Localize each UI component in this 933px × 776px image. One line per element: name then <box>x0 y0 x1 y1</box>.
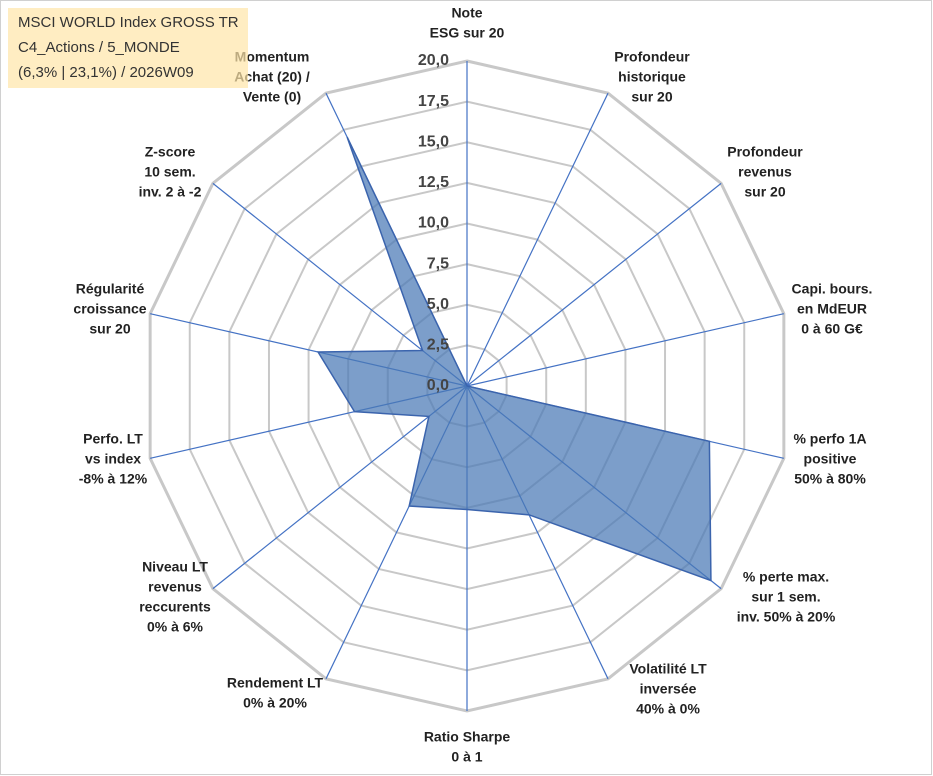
chart-title: MSCI WORLD Index GROSS TR <box>18 14 239 31</box>
category-label: Rendement LT <box>227 675 324 691</box>
category-label: revenus <box>148 579 202 595</box>
axis-spoke <box>466 313 784 387</box>
category-label: historique <box>618 69 686 85</box>
tick-label: 17,5 <box>418 93 449 110</box>
chart-title: (6,3% | 23,1%) / 2026W09 <box>18 64 194 81</box>
category-label: 0% à 20% <box>243 695 307 711</box>
category-label: inv. 50% à 20% <box>737 609 836 625</box>
tick-label: 0,0 <box>427 377 449 394</box>
category-label: Volatilité LT <box>629 661 707 677</box>
category-label: Achat (20) / <box>234 69 310 85</box>
category-label: 0 à 60 G€ <box>801 321 863 337</box>
category-label: % perte max. <box>743 569 829 585</box>
category-label: 40% à 0% <box>636 701 700 717</box>
category-label: reccurents <box>139 599 211 615</box>
category-label: positive <box>804 451 857 467</box>
category-label: croissance <box>73 301 146 317</box>
category-label: -8% à 12% <box>79 471 148 487</box>
tick-label: 10,0 <box>418 215 449 232</box>
tick-label: 2,5 <box>427 337 449 354</box>
category-label: Ratio Sharpe <box>424 729 511 745</box>
axis-spoke <box>466 92 609 387</box>
category-label: Régularité <box>76 281 145 297</box>
category-label: Z-score <box>145 144 196 160</box>
category-label: Profondeur <box>727 144 803 160</box>
category-label: inv. 2 à -2 <box>139 184 202 200</box>
data-area <box>316 136 712 582</box>
category-label: Niveau LT <box>142 559 208 575</box>
category-label: 50% à 80% <box>794 471 866 487</box>
chart-title: C4_Actions / 5_MONDE <box>18 39 180 56</box>
category-label: sur 20 <box>89 321 130 337</box>
category-label: revenus <box>738 164 792 180</box>
tick-label: 15,0 <box>418 133 449 150</box>
category-label: inversée <box>640 681 697 697</box>
category-label: sur 1 sem. <box>751 589 820 605</box>
category-label: Perfo. LT <box>83 431 143 447</box>
tick-label: 20,0 <box>418 52 449 69</box>
tick-label: 5,0 <box>427 296 449 313</box>
category-label: sur 20 <box>631 89 672 105</box>
category-label: 0 à 1 <box>451 749 482 765</box>
category-label: Momentum <box>235 49 310 65</box>
category-label: Profondeur <box>614 49 690 65</box>
category-label: Capi. bours. <box>792 281 873 297</box>
category-label: Note <box>451 5 482 21</box>
category-label: % perfo 1A <box>793 431 866 447</box>
category-label: vs index <box>85 451 141 467</box>
category-label: 10 sem. <box>144 164 195 180</box>
category-label: 0% à 6% <box>147 619 204 635</box>
title-box <box>8 8 248 88</box>
tick-label: 7,5 <box>427 255 449 272</box>
axis-spoke <box>212 385 468 590</box>
category-label: Vente (0) <box>243 89 301 105</box>
tick-label: 12,5 <box>418 174 449 191</box>
category-label: en MdEUR <box>797 301 867 317</box>
category-label: ESG sur 20 <box>430 25 505 41</box>
axis-spoke <box>466 182 722 387</box>
category-label: sur 20 <box>744 184 785 200</box>
